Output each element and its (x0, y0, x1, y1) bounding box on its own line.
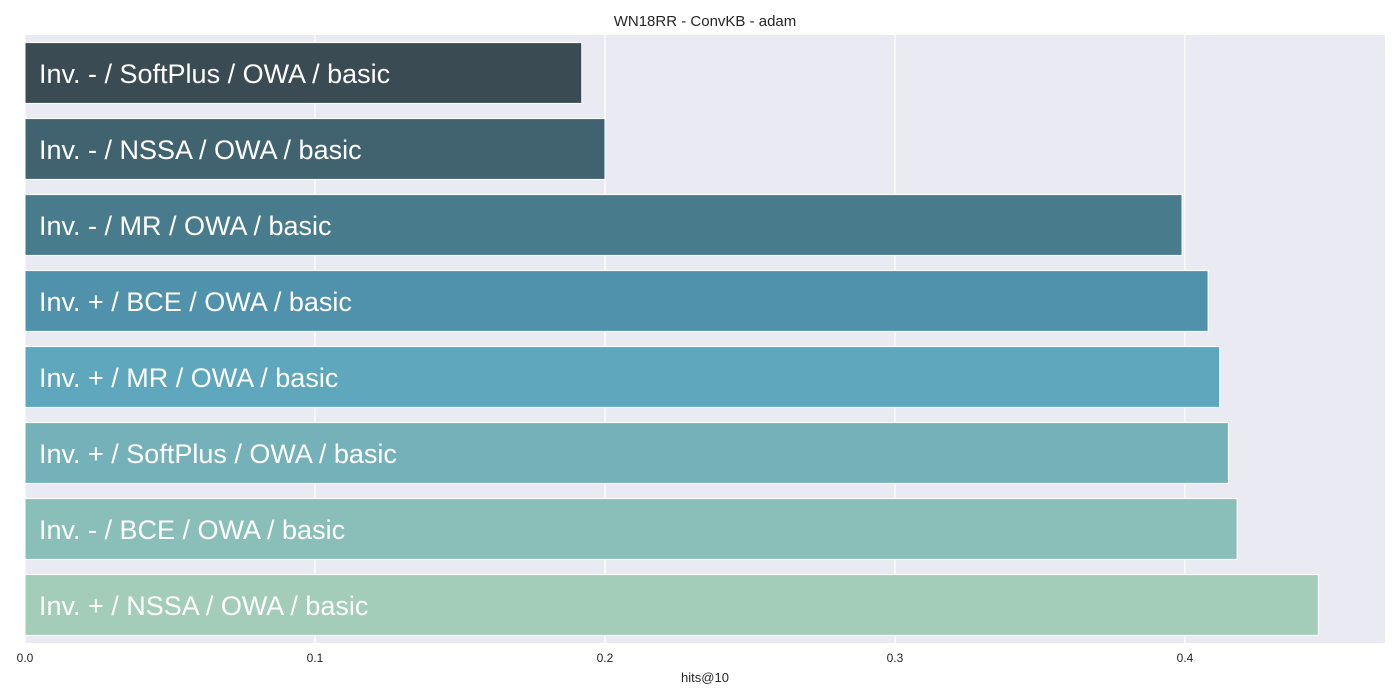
bar-labels: Inv. - / SoftPlus / OWA / basic Inv. - / … (39, 59, 397, 621)
bar (24, 498, 1238, 560)
bar (24, 574, 1319, 636)
bar-category-label: Inv. - / NSSA / OWA / basic (39, 135, 362, 165)
x-tick-label: 0.1 (307, 651, 324, 665)
x-axis-ticks: 0.0 0.1 0.2 0.3 0.4 (17, 651, 1194, 665)
x-tick-label: 0.3 (887, 651, 904, 665)
bar-category-label: Inv. - / SoftPlus / OWA / basic (39, 59, 390, 89)
x-tick-label: 0.2 (597, 651, 614, 665)
bar-category-label: Inv. + / SoftPlus / OWA / basic (39, 439, 397, 469)
chart-title: WN18RR - ConvKB - adam (614, 13, 797, 30)
bar (24, 42, 583, 104)
bar-category-label: Inv. - / BCE / OWA / basic (39, 515, 345, 545)
bar (24, 194, 1183, 256)
bar-category-label: Inv. + / BCE / OWA / basic (39, 287, 352, 317)
x-tick-label: 0.0 (17, 651, 34, 665)
bar (24, 270, 1209, 332)
bar-category-label: Inv. + / NSSA / OWA / basic (39, 591, 368, 621)
x-axis-label: hits@10 (681, 670, 729, 685)
bar (24, 422, 1229, 484)
bar (24, 118, 606, 180)
bar-category-label: Inv. + / MR / OWA / basic (39, 363, 338, 393)
bar-category-label: Inv. - / MR / OWA / basic (39, 211, 332, 241)
bars (24, 42, 1319, 636)
x-tick-label: 0.4 (1177, 651, 1194, 665)
bar (24, 346, 1221, 408)
